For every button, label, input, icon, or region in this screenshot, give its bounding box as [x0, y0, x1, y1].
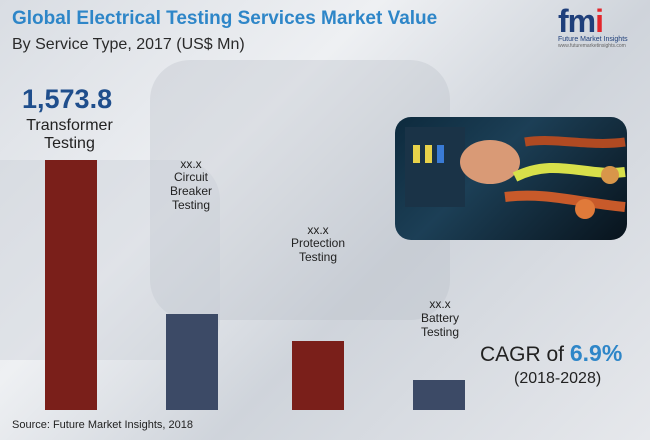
logo-company-name: Future Market Insights: [558, 36, 628, 43]
electrician-photo: [395, 117, 627, 240]
category-label-battery: Battery Testing: [420, 311, 460, 339]
chart-title: Global Electrical Testing Services Marke…: [12, 8, 438, 29]
logo-mark: fmi: [558, 3, 604, 39]
wire-shape: [524, 136, 626, 148]
value-label-battery: xx.x: [429, 297, 451, 311]
cagr-value: 6.9%: [569, 340, 623, 366]
cagr-period: (2018-2028): [514, 370, 602, 387]
cagr-text: CAGR of 6.9%: [480, 340, 623, 366]
fmi-logo: fmi Future Market Insights www.futuremar…: [558, 3, 644, 62]
hand-shape: [460, 140, 520, 184]
terminal-shape: [425, 145, 432, 163]
logo-url: www.futuremarketinsights.com: [558, 43, 626, 49]
bar-circuit-breaker-testing: [166, 314, 218, 410]
wire-end-shape: [601, 166, 619, 184]
terminal-shape: [437, 145, 444, 163]
value-label-circuit-breaker: xx.x: [180, 157, 202, 171]
terminal-shape: [413, 145, 420, 163]
source-note: Source: Future Market Insights, 2018: [12, 419, 193, 431]
category-label-transformer: Transformer Testing: [26, 117, 113, 152]
bar-protection-testing: [292, 341, 344, 410]
bar-transformer-testing: [45, 160, 97, 410]
bar-battery-testing: [413, 380, 465, 410]
value-label-transformer: 1,573.8: [22, 84, 113, 114]
chart-subtitle: By Service Type, 2017 (US$ Mn): [12, 36, 245, 53]
category-label-circuit-breaker: Circuit Breaker Testing: [169, 170, 213, 212]
category-label-protection: Protection Testing: [290, 236, 346, 264]
wire-shape: [504, 190, 626, 212]
value-label-protection: xx.x: [307, 223, 329, 237]
panel-shape: [405, 127, 465, 207]
wire-end-shape: [575, 199, 595, 219]
photo-illustration: [405, 127, 626, 219]
